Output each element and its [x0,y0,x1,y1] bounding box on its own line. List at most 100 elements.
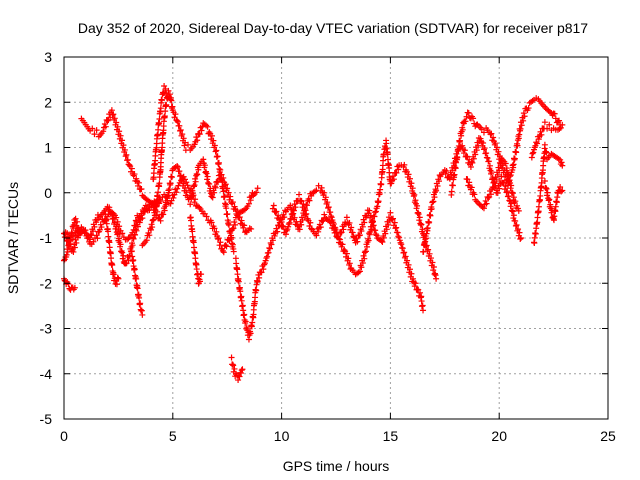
data-point [285,223,292,230]
data-point [238,217,245,224]
data-point [228,234,235,241]
data-point [72,215,79,222]
data-point [108,211,115,218]
data-point [316,221,323,228]
data-point [454,154,461,161]
data-point [449,182,456,189]
data-point [537,128,544,135]
data-point [214,236,221,243]
data-point [448,188,455,195]
data-point [343,214,350,221]
data-point [401,161,408,168]
data-point [69,230,76,237]
data-point [446,175,453,182]
data-point [384,151,391,158]
data-point [156,116,163,123]
data-point [105,228,112,235]
data-point [134,223,141,230]
data-point [433,275,440,282]
data-point [492,140,499,147]
data-point [348,224,355,231]
data-point [359,260,366,267]
data-point [385,221,392,228]
data-point [398,241,405,248]
data-point [135,179,142,186]
data-point [541,177,548,184]
data-point [510,161,517,168]
data-point [518,122,525,129]
data-point [558,188,565,195]
data-point [512,222,519,229]
data-point [87,231,94,238]
data-point [113,119,120,126]
data-point [156,214,163,221]
data-point [299,217,306,224]
data-point [128,165,135,172]
data-point [263,255,270,262]
data-point [231,218,238,225]
data-point [553,199,560,206]
data-point [119,249,126,256]
data-point [139,311,146,318]
data-point [236,214,243,221]
data-point [193,134,200,141]
data-point [235,278,242,285]
data-point [163,90,170,97]
data-point [502,160,509,167]
data-point [371,213,378,220]
data-point [174,163,181,170]
data-point [430,267,437,274]
data-point [73,239,80,246]
data-point [468,158,475,165]
data-point [161,82,168,89]
data-point [319,218,326,225]
data-point [418,221,425,228]
data-point [155,199,162,206]
data-point [490,184,497,191]
data-point [358,264,365,271]
data-point [504,188,511,195]
data-point [559,162,566,169]
data-point [132,231,139,238]
data-point [197,278,203,285]
data-point [551,213,558,220]
data-point [204,123,211,130]
data-point [485,158,492,165]
data-point [232,255,239,262]
data-point [177,127,184,134]
data-point [497,163,504,170]
data-point [428,205,435,212]
data-point [298,198,305,205]
data-point [428,255,435,262]
data-point [120,252,127,259]
data-point [241,311,248,318]
data-point [541,141,548,148]
data-point [482,197,489,204]
data-point [354,238,361,245]
data-point [414,202,421,209]
data-point [231,365,238,372]
data-point [130,235,137,242]
data-point [480,205,487,212]
data-point [223,205,230,212]
data-point [534,140,541,147]
data-point [238,367,245,374]
data-point [412,280,419,287]
data-point [393,224,400,231]
data-point [516,131,523,138]
data-point [496,185,503,192]
data-point [174,185,181,192]
data-point [237,370,244,377]
data-point [390,173,397,180]
data-point [390,176,397,183]
data-point [217,171,224,178]
data-point [71,244,78,251]
data-point [517,125,524,132]
data-point [196,131,203,138]
data-point [473,147,480,154]
data-point [191,141,198,148]
data-point [204,173,211,180]
data-point [361,219,368,226]
data-point [303,202,310,209]
data-point [119,137,126,144]
